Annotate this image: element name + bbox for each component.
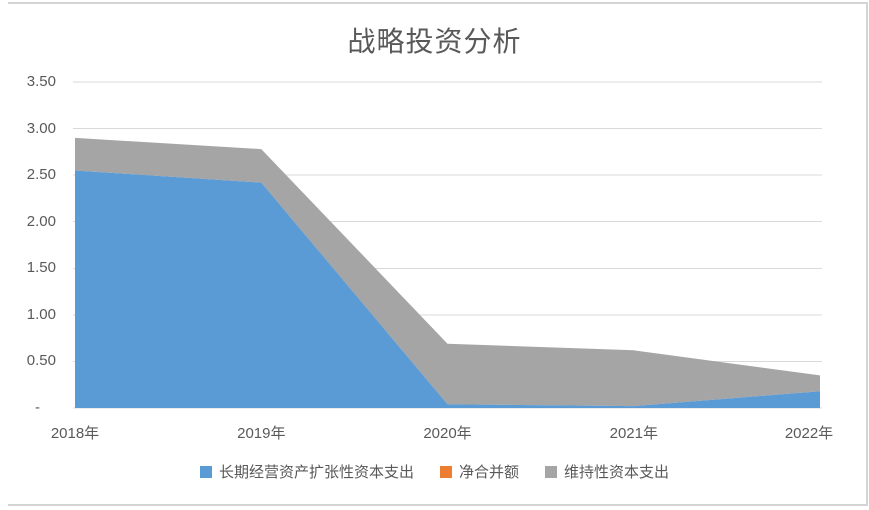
frame-border-top bbox=[8, 2, 868, 4]
chart-legend: 长期经营资产扩张性资本支出 净合并额 维持性资本支出 bbox=[0, 461, 869, 482]
x-axis-label: 2019年 bbox=[237, 425, 286, 442]
y-tick-label: 1.00 bbox=[26, 305, 56, 323]
y-tick-label: - bbox=[35, 399, 40, 416]
legend-item: 长期经营资产扩张性资本支出 bbox=[199, 461, 414, 482]
y-tick-label: 3.00 bbox=[26, 119, 56, 137]
legend-item: 净合并额 bbox=[439, 461, 519, 482]
legend-label: 净合并额 bbox=[458, 464, 519, 481]
legend-swatch-icon bbox=[545, 465, 557, 478]
frame-border-right bbox=[866, 2, 868, 506]
y-tick-label: 2.50 bbox=[26, 166, 56, 184]
legend-label: 长期经营资产扩张性资本支出 bbox=[218, 464, 414, 481]
legend-swatch-icon bbox=[439, 465, 452, 478]
frame-border-bottom bbox=[8, 504, 868, 506]
x-axis-label: 2021年 bbox=[609, 425, 658, 442]
y-tick-label: 3.50 bbox=[26, 73, 56, 90]
chart-title: 战略投资分析 bbox=[347, 26, 522, 57]
y-tick-label: 2.00 bbox=[26, 212, 56, 230]
series-area-0 bbox=[75, 170, 820, 408]
y-tick-label: 0.50 bbox=[26, 352, 56, 370]
y-tick-label: 1.50 bbox=[26, 259, 56, 277]
x-axis-label: 2022年 bbox=[784, 425, 834, 442]
x-axis-label: 2018年 bbox=[50, 425, 100, 442]
series-area-2 bbox=[75, 137, 820, 407]
x-axis-label: 2020年 bbox=[423, 425, 472, 442]
legend-swatch-icon bbox=[199, 465, 212, 478]
legend-item: 维持性资本支出 bbox=[545, 461, 669, 482]
legend-label: 维持性资本支出 bbox=[564, 464, 670, 481]
